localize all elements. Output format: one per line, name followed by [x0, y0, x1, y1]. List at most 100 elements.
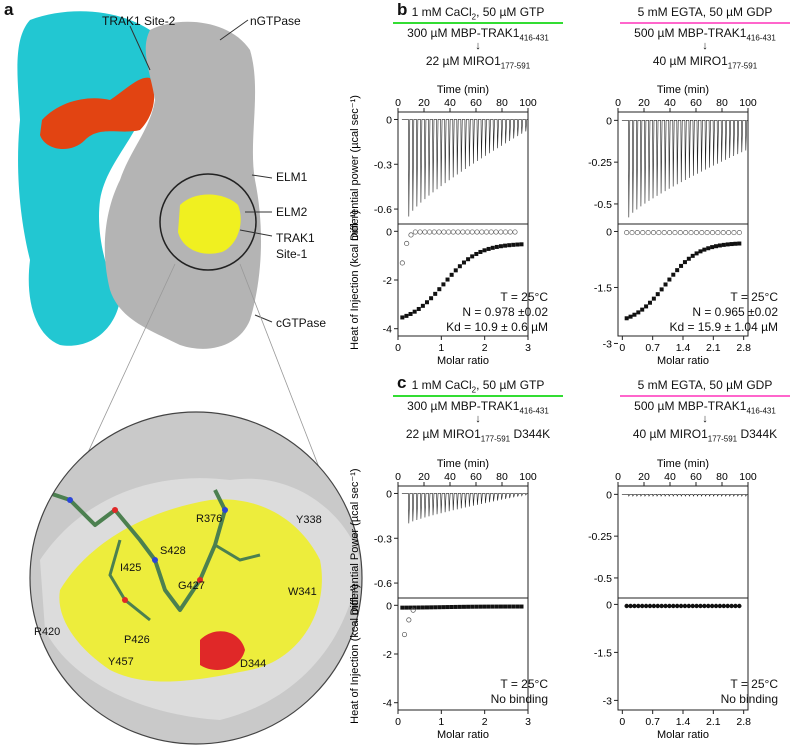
thermogram-trace — [401, 119, 528, 217]
data-point — [474, 251, 479, 256]
data-point — [655, 292, 660, 297]
power-tick-label: -0.5 — [594, 199, 612, 211]
heat-tick-label: -4 — [383, 324, 392, 336]
ratio-tick-label: 2 — [482, 342, 488, 354]
data-point — [636, 310, 641, 315]
panel-a-label: a — [4, 0, 14, 19]
blank-point — [693, 230, 699, 236]
data-point — [725, 603, 730, 609]
data-point — [690, 603, 695, 609]
c-right-syringe: 500 µM MBP-TRAK1416-431 — [634, 399, 776, 416]
site2-surface — [40, 77, 155, 150]
data-point — [624, 316, 629, 321]
data-point — [494, 604, 499, 609]
data-point-open — [410, 607, 416, 613]
time-tick-label: 100 — [519, 97, 537, 109]
data-point — [737, 241, 742, 246]
time-tick-label: 60 — [690, 471, 702, 483]
b-right-annotation: T = 25°C N = 0.965 ±0.02 Kd = 15.9 ± 1.0… — [669, 290, 778, 334]
ratio-axis-title: Molar ratio — [657, 355, 709, 367]
data-point — [671, 603, 676, 609]
ratio-axis-title: Molar ratio — [657, 729, 709, 741]
data-point — [663, 282, 668, 287]
time-tick-label: 60 — [470, 97, 482, 109]
data-point — [709, 603, 715, 609]
blank-point — [640, 230, 646, 236]
data-point — [474, 604, 479, 609]
data-point — [686, 256, 691, 261]
ratio-tick-label: 0.7 — [645, 716, 660, 728]
data-point — [663, 603, 668, 609]
blank-point — [661, 230, 667, 236]
data-point — [686, 603, 692, 609]
heat-tick-label: 0 — [386, 600, 392, 612]
ratio-tick-label: 2.1 — [706, 716, 721, 728]
blank-point — [417, 229, 423, 235]
miro1-surface — [104, 21, 262, 349]
b-left-rule — [393, 22, 563, 24]
blank-point — [715, 230, 721, 236]
data-point — [698, 603, 703, 609]
heat-tick-label: 0 — [386, 226, 392, 238]
time-tick-label: 40 — [444, 97, 456, 109]
residue-g427: G427 — [178, 580, 205, 592]
site1-label-2: Site-1 — [276, 247, 308, 261]
blank-point — [474, 229, 480, 235]
ratio-axis-title: Molar ratio — [437, 729, 489, 741]
data-point — [404, 605, 409, 610]
heat-tick-label: 0 — [606, 599, 612, 611]
data-point — [713, 603, 719, 609]
data-point — [478, 249, 483, 254]
data-point-open — [401, 631, 408, 638]
blank-point — [512, 229, 518, 235]
data-point — [651, 296, 656, 301]
blank-point — [629, 230, 635, 236]
ratio-tick-label: 2 — [482, 716, 488, 728]
power-tick-label: 0 — [606, 489, 612, 501]
ratio-tick-label: 1 — [438, 716, 444, 728]
ratio-tick-label: 1 — [438, 342, 444, 354]
ratio-axis-title: Molar ratio — [437, 355, 489, 367]
blank-point — [464, 229, 471, 235]
data-point — [470, 254, 475, 259]
time-tick-label: 20 — [418, 97, 430, 109]
data-point — [651, 603, 657, 609]
data-point — [628, 314, 633, 319]
data-point — [671, 272, 676, 277]
data-point — [498, 604, 503, 609]
residue-d344: D344 — [240, 658, 267, 670]
data-point — [659, 603, 664, 609]
b-right-arrow: ↓ — [702, 40, 708, 52]
data-point — [507, 604, 512, 609]
data-point — [453, 604, 458, 609]
power-tick-label: 0 — [386, 114, 392, 126]
data-point — [478, 604, 483, 609]
blank-point — [736, 230, 742, 236]
b-right-rule — [620, 22, 790, 24]
data-point — [706, 246, 711, 251]
data-point — [721, 242, 726, 247]
data-point — [706, 603, 711, 609]
site1-circle — [159, 173, 257, 271]
b-right-header: 5 mM EGTA, 50 µM GDP — [637, 5, 773, 19]
time-axis-title: Time (min) — [437, 458, 489, 470]
data-point — [729, 603, 734, 609]
data-point — [725, 242, 730, 247]
blank-point — [502, 229, 509, 235]
c-right-annotation: T = 25°C No binding — [720, 677, 778, 706]
blank-point — [699, 230, 705, 236]
data-point — [412, 605, 417, 610]
data-point — [486, 246, 491, 251]
blank-point — [650, 230, 657, 236]
blank-point — [450, 229, 456, 235]
c-left-cell: 22 µM MIRO1177-591 D344K — [405, 427, 551, 444]
data-point-open — [406, 617, 412, 623]
c-left-arrow: ↓ — [475, 413, 481, 425]
blank-point — [704, 230, 710, 236]
data-point-open — [408, 232, 414, 238]
data-point — [416, 605, 421, 610]
data-point — [679, 263, 684, 268]
data-point — [511, 242, 516, 247]
b-right-cell: 40 µM MIRO1177-591 — [652, 54, 758, 71]
data-point — [486, 604, 491, 609]
